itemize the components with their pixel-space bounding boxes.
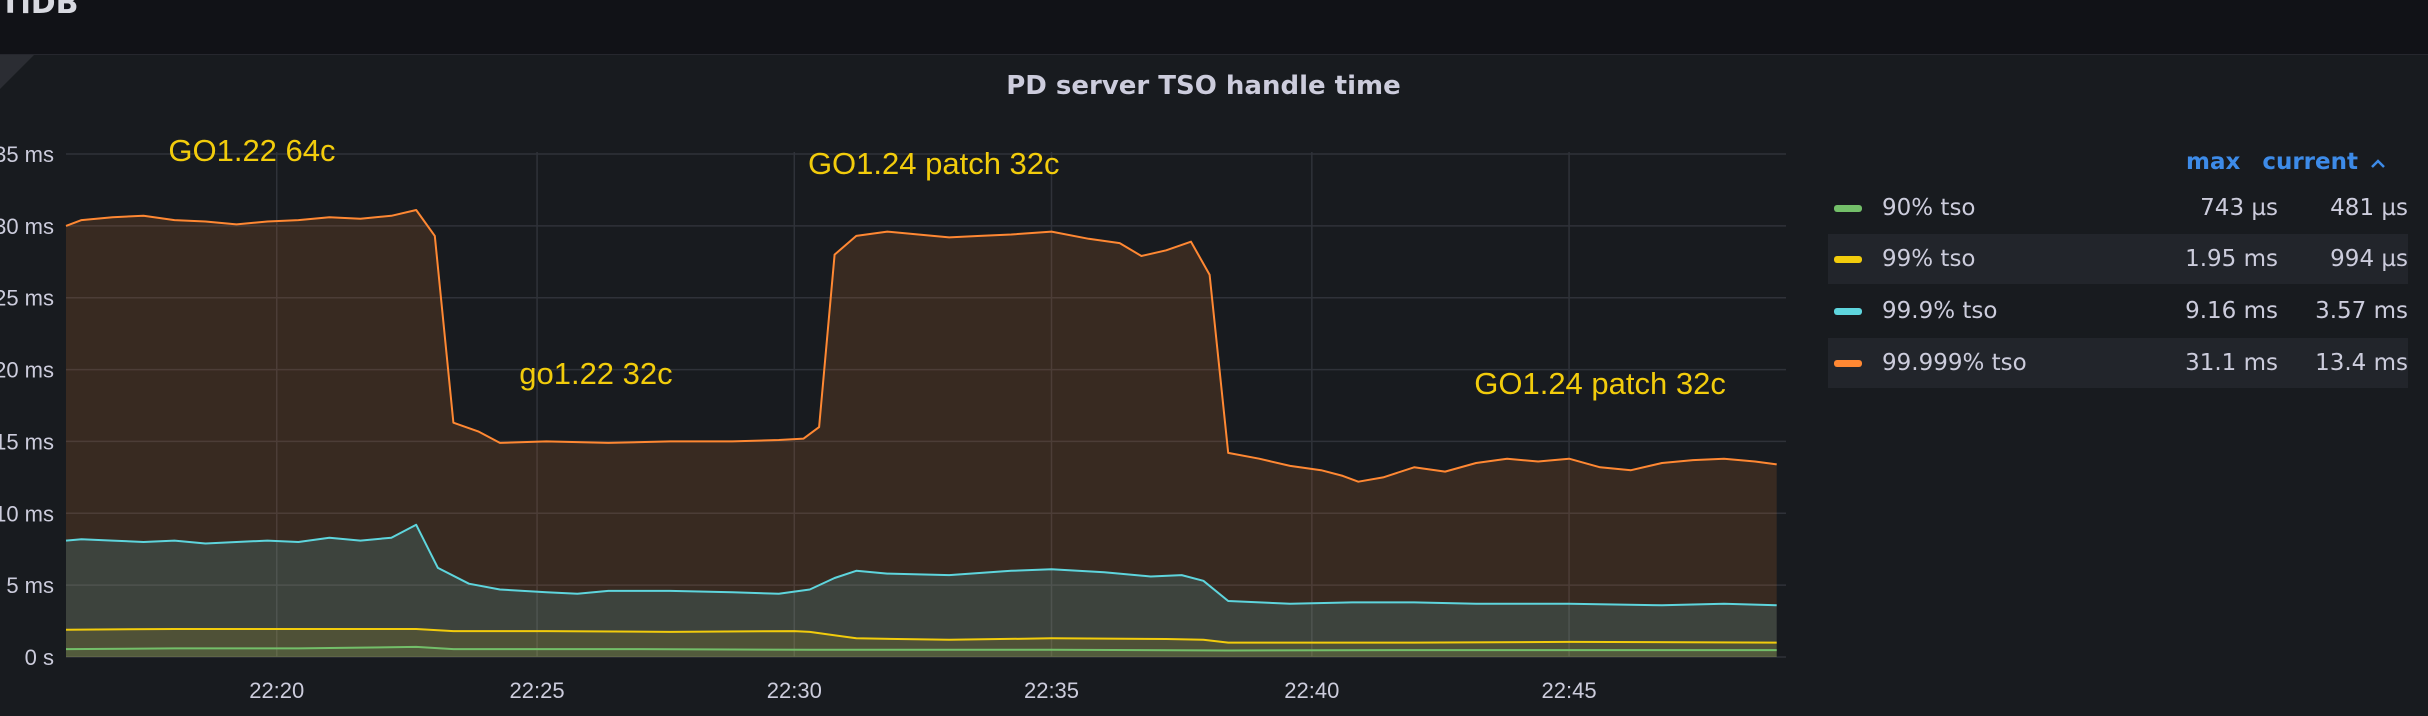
series-line [65,209,1777,483]
y-tick-label: 20 ms [0,358,54,383]
annotation-label: go1.22 32c [519,356,672,391]
legend-current-value: 481 µs [2330,195,2408,221]
top-bar: TiDB [0,0,2428,55]
chart-panel: PD server TSO handle time 0 s 5 ms 10 ms 15… [0,55,2428,716]
y-tick-label: 0 s [25,645,54,670]
legend-row[interactable]: 99.9% tso 9.16 ms 3.57 ms [1828,286,2408,336]
series-line [65,645,1777,652]
app-title: TiDB [0,0,79,21]
chart-grid [66,152,1786,658]
legend-row[interactable]: 99% tso 1.95 ms 994 µs [1828,234,2408,284]
y-tick-label: 35 ms [0,142,54,167]
legend-sort-max[interactable]: max [2185,149,2241,175]
x-tick-label: 22:40 [1284,678,1339,703]
chart-plot: 0 s 5 ms 10 ms 15 ms 20 ms 25 ms 30 ms 35 ms 22:… [0,133,1786,703]
y-tick-label: 15 ms [0,429,54,454]
legend-swatch [1834,255,1862,263]
legend-series-name: 99.999% tso [1882,350,2027,376]
series-area [66,210,1777,657]
legend-series-name: 90% tso [1882,195,1976,221]
annotation-label: GO1.24 patch 32c [1474,366,1726,401]
legend-max-value: 1.95 ms [2185,246,2278,272]
x-tick-label: 22:30 [767,678,822,703]
x-tick-label: 22:20 [249,678,304,703]
legend-current-label: current [2262,149,2358,175]
legend-header: max current [2186,149,2386,175]
chart-labels: 0 s 5 ms 10 ms 15 ms 20 ms 25 ms 30 ms 35 ms 22:… [0,133,1726,703]
y-tick-label: 5 ms [6,573,54,598]
legend-swatch [1834,359,1862,367]
legend-series-name: 99% tso [1882,246,1976,272]
x-tick-label: 22:45 [1542,678,1597,703]
panel-resize-corner[interactable] [0,55,34,89]
chevron-up-icon [2371,158,2385,168]
legend-max-value: 31.1 ms [2185,350,2278,376]
y-tick-label: 25 ms [0,286,54,311]
legend-row[interactable]: 90% tso 743 µs 481 µs [1828,183,2408,233]
legend-current-value: 994 µs [2330,246,2408,272]
y-tick-label: 10 ms [0,501,54,526]
legend-current-value: 3.57 ms [2315,298,2408,324]
series-area [66,524,1777,657]
legend-swatch [1834,307,1862,315]
annotation-label: GO1.24 patch 32c [808,146,1060,181]
legend-swatch [1834,204,1862,212]
legend-max-value: 743 µs [2200,195,2278,221]
legend-max-value: 9.16 ms [2185,298,2278,324]
chart-lines [65,209,1777,652]
legend-current-value: 13.4 ms [2315,350,2408,376]
chart-areas [66,210,1777,657]
y-tick-label: 30 ms [0,214,54,239]
x-tick-label: 22:25 [510,678,565,703]
legend-row[interactable]: 99.999% tso 31.1 ms 13.4 ms [1828,338,2408,388]
annotation-label: GO1.22 64c [168,133,335,168]
legend-sort-current[interactable]: current [2262,149,2386,175]
series-line [65,628,1777,644]
series-line [65,523,1777,607]
legend-series-name: 99.9% tso [1882,298,1998,324]
x-tick-label: 22:35 [1024,678,1079,703]
panel-title[interactable]: PD server TSO handle time [1006,71,1401,101]
